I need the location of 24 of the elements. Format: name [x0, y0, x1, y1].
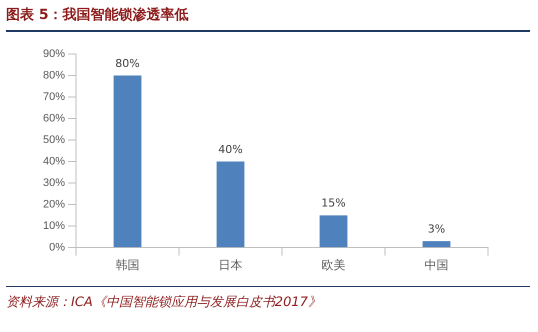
- bar: [114, 76, 142, 248]
- y-tick-label: 40%: [42, 156, 66, 168]
- text: 资料来源：ICA《中国智能锁应用与发展白皮书2017》: [6, 286, 530, 311]
- bar: [216, 162, 244, 248]
- data-label: 15%: [321, 196, 346, 210]
- y-tick-label: 70%: [42, 91, 66, 104]
- y-tick-label: 30%: [42, 177, 66, 190]
- bar: [422, 241, 450, 248]
- y-tick-label: 50%: [42, 134, 66, 146]
- x-tick-label: 韩国: [116, 258, 140, 272]
- y-tick-label: 60%: [42, 112, 66, 125]
- y-tick-label: 90%: [42, 48, 66, 60]
- y-tick-label: 20%: [42, 198, 66, 211]
- data-label: 80%: [115, 56, 140, 70]
- y-tick-label: 10%: [42, 220, 66, 232]
- y-tick-label: 0%: [49, 242, 66, 254]
- data-label: 40%: [218, 142, 243, 156]
- data-label: 3%: [428, 222, 446, 236]
- x-tick-label: 欧美: [322, 258, 346, 272]
- chart-title: 图表 5：我国智能锁渗透率低: [6, 6, 530, 32]
- y-tick-label: 80%: [42, 70, 66, 82]
- x-tick-label: 中国: [424, 258, 448, 272]
- x-tick-label: 日本: [218, 258, 243, 272]
- bar: [320, 215, 348, 248]
